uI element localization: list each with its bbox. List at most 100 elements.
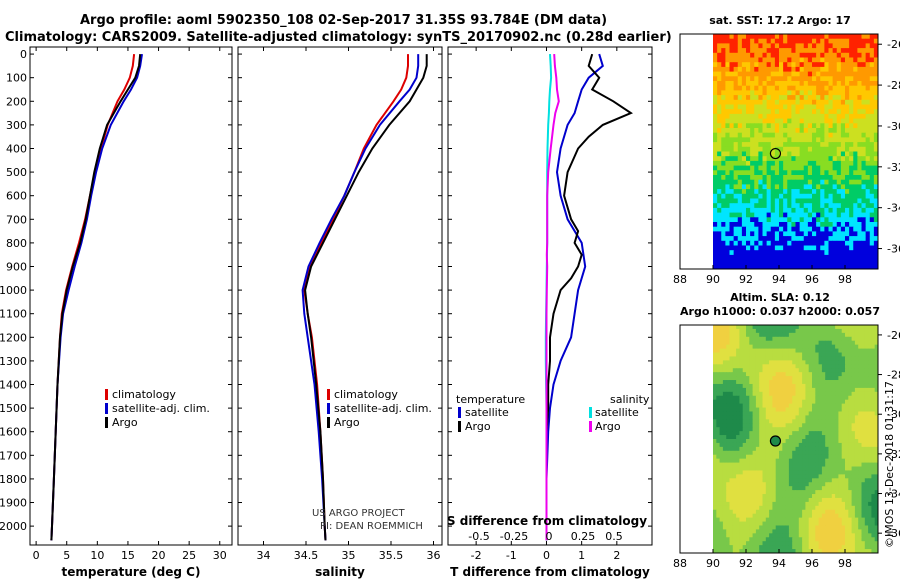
sla-cell: [815, 368, 819, 373]
sla-cell: [795, 533, 800, 538]
sla-cell: [831, 427, 836, 432]
sla-cell: [759, 399, 763, 405]
sla-cell: [835, 348, 839, 353]
sla-cell: [765, 352, 770, 357]
sst-cell: [840, 198, 846, 204]
sla-cell: [845, 474, 849, 479]
sst-cell: [733, 165, 739, 171]
sla-cell: [845, 435, 849, 440]
sla-cell: [858, 360, 862, 365]
sst-cell: [713, 95, 718, 101]
sst-cell: [717, 175, 722, 181]
sla-cell: [739, 348, 744, 353]
sla-cell: [746, 399, 750, 405]
sst-cell: [853, 48, 858, 54]
sla-cell: [815, 494, 819, 499]
sst-cell: [787, 71, 792, 77]
sst-cell: [721, 203, 726, 209]
sla-cell: [821, 509, 826, 515]
sst-cell: [803, 137, 809, 143]
sst-cell: [783, 170, 788, 176]
sst-cell: [857, 76, 862, 82]
sst-cell: [828, 231, 834, 237]
sst-cell: [849, 104, 854, 110]
sla-cell: [755, 423, 760, 428]
sla-cell: [828, 344, 833, 349]
sla-cell: [788, 505, 793, 511]
sst-cell: [861, 38, 867, 44]
sst-cell: [737, 137, 743, 143]
sst-cell: [849, 184, 854, 190]
sla-cell: [742, 439, 747, 444]
sla-cell: [726, 368, 730, 373]
sla-cell: [812, 509, 816, 515]
sst-cell: [816, 179, 821, 185]
sla-cell: [798, 391, 803, 397]
sla-cell: [841, 470, 846, 475]
sst-cell: [791, 250, 796, 256]
sst-cell: [737, 165, 743, 171]
sst-cell: [750, 43, 755, 49]
sla-cell: [845, 395, 849, 401]
sla-cell: [808, 497, 813, 503]
sst-cell: [807, 34, 813, 40]
sst-cell: [873, 34, 879, 40]
sla-cell: [848, 332, 852, 338]
sla-cell: [736, 348, 740, 353]
sst-cell: [865, 198, 871, 204]
sla-cell: [752, 454, 757, 460]
sla-cell: [746, 521, 750, 526]
sst-cell: [737, 212, 743, 218]
sla-cell: [713, 454, 717, 460]
sla-cell: [788, 431, 793, 436]
sst-cell: [717, 259, 722, 265]
sst-cell: [853, 250, 858, 256]
sst-cell: [840, 132, 846, 138]
sla-cell: [815, 332, 819, 338]
sst-cell: [787, 142, 792, 148]
sst-cell: [799, 104, 805, 110]
sla-cell: [729, 513, 734, 519]
sst-cell: [840, 38, 846, 44]
sla-cell: [746, 439, 750, 444]
sla-cell: [861, 486, 866, 491]
sla-cell: [779, 360, 783, 365]
sla-cell: [864, 376, 869, 381]
sla-cell: [755, 399, 760, 405]
sla-cell: [848, 360, 852, 365]
sst-cell: [737, 128, 743, 134]
sla-cell: [788, 376, 793, 381]
sla-cell: [746, 372, 750, 377]
sst-cell: [812, 132, 817, 138]
sla-cell: [785, 368, 790, 373]
sla-cell: [805, 427, 810, 432]
sst-cell: [869, 95, 875, 101]
sla-cell: [845, 348, 849, 353]
sst-cell: [828, 198, 834, 204]
sst-cell: [795, 184, 801, 190]
sla-cell: [736, 395, 740, 401]
sla-cell: [802, 344, 806, 349]
sla-cell: [802, 454, 806, 460]
sst-cell: [783, 212, 788, 218]
sst-cell: [791, 151, 796, 157]
sst-cell: [787, 62, 792, 68]
sla-cell: [713, 399, 717, 405]
sla-cell: [805, 332, 810, 338]
sla-cell: [729, 407, 734, 412]
sla-cell: [845, 501, 849, 507]
sst-cell: [803, 207, 809, 213]
sla-cell: [746, 529, 750, 534]
sst-cell: [803, 245, 809, 251]
sla-cell: [749, 403, 753, 408]
sst-cell: [746, 95, 751, 101]
sla-cell: [719, 383, 724, 389]
sla-cell: [871, 372, 876, 377]
sla-cell: [831, 517, 836, 522]
sla-cell: [713, 482, 717, 487]
sst-cell: [717, 250, 722, 256]
sst-cell: [869, 43, 875, 49]
sst-cell: [836, 95, 842, 101]
sla-cell: [792, 368, 796, 373]
